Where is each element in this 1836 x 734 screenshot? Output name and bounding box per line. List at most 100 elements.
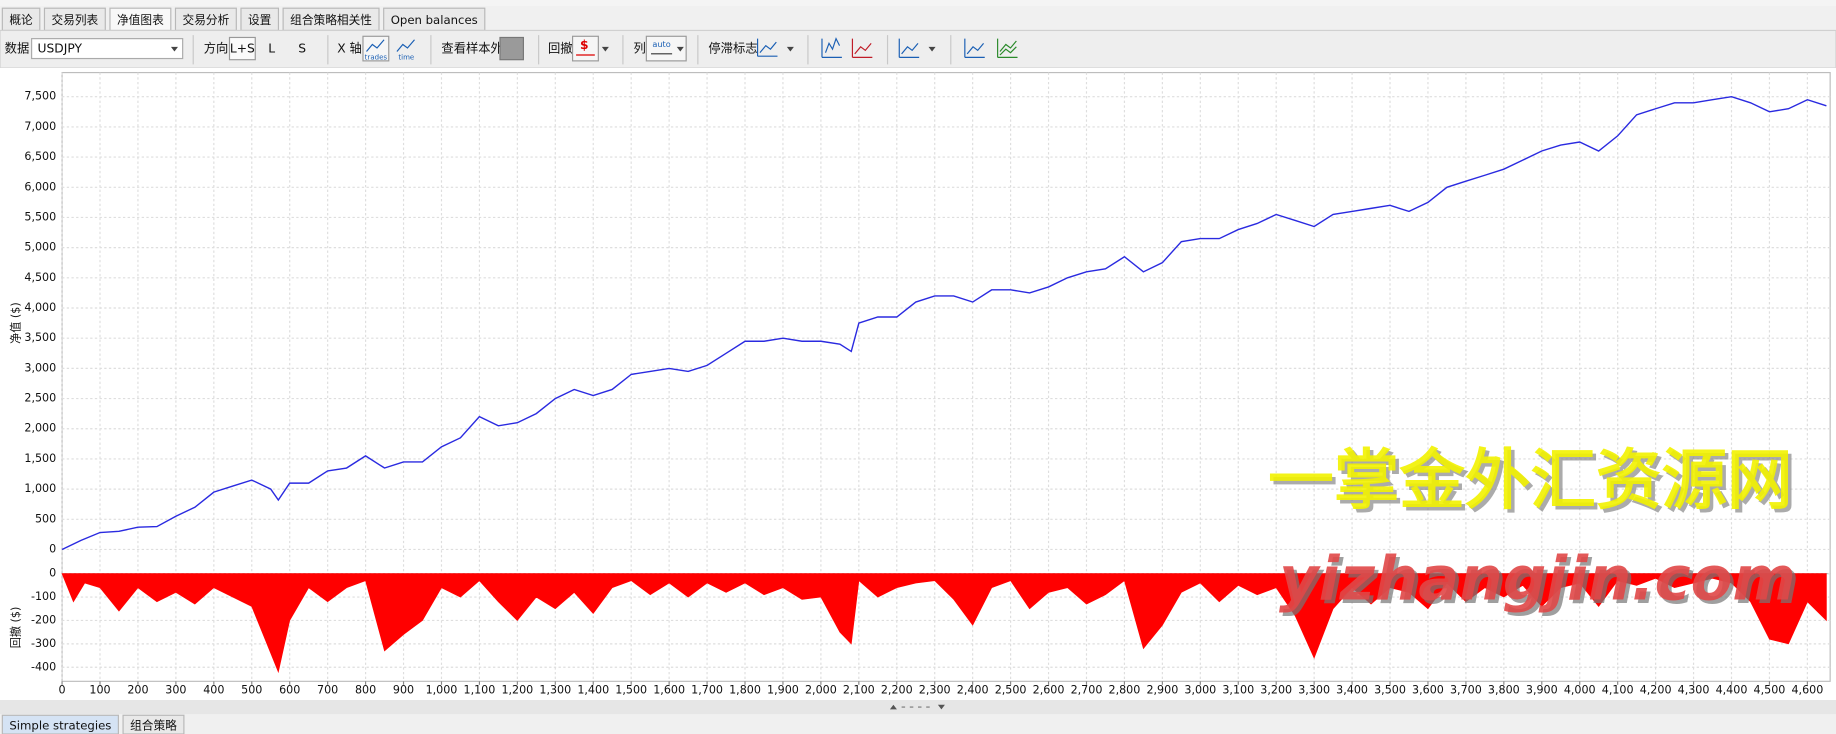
dropdown-arrow[interactable] [601, 46, 609, 52]
x-tick-label: 900 [393, 684, 414, 697]
x-tick-label: 2,100 [843, 684, 875, 697]
y-tick-label: 4,000 [24, 301, 56, 314]
splitter-arrows[interactable] [889, 704, 945, 710]
x-axis-option: time [398, 52, 414, 61]
stagnation-icon[interactable] [756, 38, 778, 57]
tab-label[interactable]: Simple strategies [9, 718, 111, 732]
x-tick-label: 4,300 [1678, 684, 1710, 697]
x-tick-label: 1,800 [729, 684, 761, 697]
x-tick-label: 3,700 [1450, 684, 1482, 697]
symbol-combo[interactable] [31, 38, 184, 60]
dropdown-arrow[interactable] [928, 46, 936, 52]
drawdown-area [61, 573, 1827, 674]
tab-label[interactable]: 交易列表 [51, 13, 98, 27]
x-tick-label: 4,000 [1564, 684, 1596, 697]
y-tick-label: 0 [49, 542, 56, 555]
tab-label[interactable]: 概论 [9, 13, 33, 27]
x-tick-label: 700 [317, 684, 338, 697]
y-tick-label: 3,500 [24, 331, 56, 344]
toolbar [0, 29, 1836, 69]
y-tick-label: 5,500 [24, 210, 56, 223]
x-tick-label: 800 [355, 684, 376, 697]
x-tick-label: 3,200 [1260, 684, 1292, 697]
chart-icon[interactable] [821, 37, 842, 58]
chart-icon[interactable] [898, 38, 920, 58]
y-tick-label: 7,500 [24, 90, 56, 103]
direction-option[interactable]: S [298, 42, 306, 56]
direction-option[interactable]: L+S [230, 42, 255, 56]
tab[interactable] [122, 714, 185, 734]
tab-bar: 概论 交易列表 净值图表 交易分析 设置 组合策略相关性 Open balances [1, 7, 486, 32]
x-tick-label: 3,600 [1412, 684, 1444, 697]
columns-option: auto [652, 39, 670, 49]
chart-icon[interactable] [997, 38, 1018, 58]
columns-label: 列 [633, 42, 645, 56]
x-axis-label: X 轴 [337, 41, 362, 56]
x-tick-label: 500 [241, 684, 262, 697]
y-tick-label: -100 [31, 590, 56, 603]
x-axis-option: trades [365, 52, 388, 61]
y-tick-label: 6,500 [24, 150, 56, 163]
x-tick-label: 3,500 [1374, 684, 1406, 697]
x-tick-label: 4,100 [1602, 684, 1634, 697]
x-tick-label: 3,800 [1488, 684, 1520, 697]
chart-icon[interactable] [964, 38, 985, 58]
y-axis-label: 回撤 ($) [8, 607, 22, 648]
y-tick-label: 1,500 [24, 452, 56, 465]
x-tick-label: 2,400 [957, 684, 989, 697]
x-tick-label: 2,500 [995, 684, 1027, 697]
symbol: USDJPY [37, 42, 82, 56]
x-tick-label: 3,100 [1222, 684, 1254, 697]
x-trades-button[interactable] [362, 35, 390, 62]
y-tick-label: 2,000 [24, 422, 56, 435]
y-tick-label: 2,500 [24, 392, 56, 405]
y-tick-label: 3,000 [24, 361, 56, 374]
x-tick-label: 0 [59, 684, 66, 697]
drawdown-button[interactable] [571, 35, 599, 62]
icon [366, 39, 385, 52]
tab-label[interactable]: 组合策略相关性 [290, 13, 372, 27]
x-tick-label: 2,900 [1146, 684, 1178, 697]
x-tick-label: 400 [203, 684, 224, 697]
y-tick-label: 5,000 [24, 241, 56, 254]
watermark-shadow: 一掌金外汇资源网 [1272, 446, 1796, 522]
tab-label[interactable]: 组合策略 [130, 718, 177, 732]
y-tick-label: 0 [49, 567, 56, 580]
direction-button[interactable] [228, 36, 256, 61]
top-strip [0, 0, 1836, 6]
x-tick-label: 3,900 [1526, 684, 1558, 697]
equity-line [61, 95, 1827, 551]
tab-label[interactable]: 交易分析 [183, 13, 230, 27]
dropdown-arrow[interactable] [676, 46, 684, 52]
x-tick-label: 4,500 [1754, 684, 1786, 697]
dropdown-arrow[interactable] [786, 46, 794, 52]
tab-label[interactable]: 净值图表 [117, 13, 164, 27]
out-of-sample-button[interactable] [499, 36, 524, 61]
tab[interactable] [1, 714, 119, 734]
x-tick-label: 1,700 [691, 684, 723, 697]
out-of-sample-label: 查看样本外 [441, 41, 502, 56]
tab-label[interactable]: Open balances [391, 13, 478, 27]
watermark-shadow: yizhangjin.com [1282, 547, 1799, 618]
x-tick-label: 100 [89, 684, 110, 697]
chart-icon[interactable] [851, 38, 873, 58]
charts: 0 500 1,000 1,500 2,000 2,500 3,000 3,500 4,000 4… [8, 71, 1831, 697]
x-tick-label: 1,900 [767, 684, 799, 697]
x-tick-label: 1,200 [501, 684, 533, 697]
y-tick-label: -300 [31, 637, 56, 650]
combo-arrow [170, 46, 178, 52]
tab-label[interactable]: 设置 [248, 13, 272, 27]
icon[interactable] [396, 39, 415, 52]
toolbar-items: 数据 USDJPY 方向 L+S L S X 轴 trades time 查看样… [5, 35, 1018, 65]
x-tick-label: 4,400 [1716, 684, 1748, 697]
y-tick-label: 1,000 [24, 482, 56, 495]
x-tick-label: 2,700 [1071, 684, 1103, 697]
direction-option[interactable]: L [268, 42, 275, 56]
x-tick-label: 1,000 [426, 684, 458, 697]
drawdown-icon: $ [580, 38, 589, 52]
y-axis-label: 净值 ($) [8, 302, 22, 343]
watermark: yizhangjin.com [1279, 544, 1796, 615]
x-tick-label: 4,600 [1791, 684, 1823, 697]
